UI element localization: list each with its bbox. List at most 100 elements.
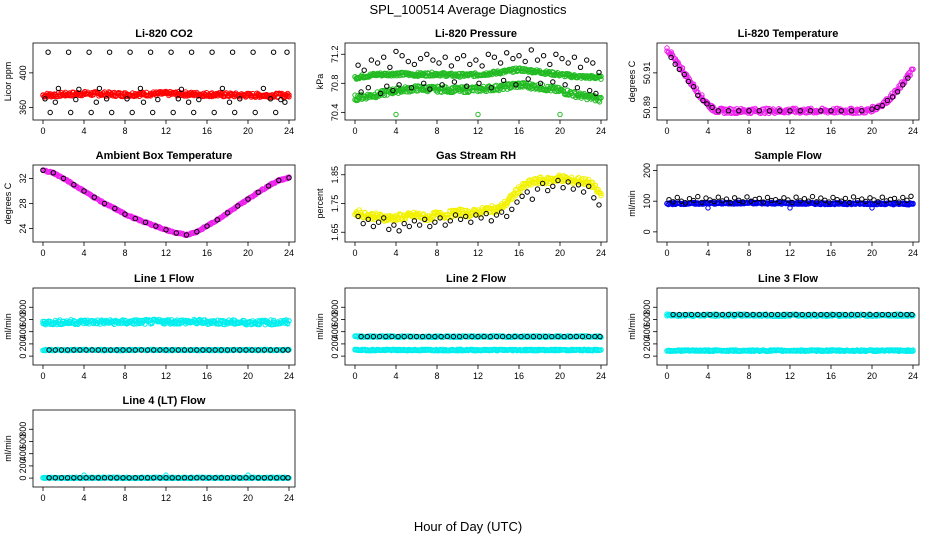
data-point (859, 108, 865, 114)
x-tick-label: 16 (826, 248, 836, 258)
data-point (265, 183, 272, 189)
data-point (183, 232, 190, 238)
x-tick-label: 20 (555, 126, 565, 136)
data-point (58, 347, 65, 353)
data-point (96, 85, 103, 92)
data-point (65, 49, 72, 55)
data-point (255, 189, 261, 195)
data-point (142, 219, 149, 226)
series-green-points (393, 111, 563, 118)
data-point (555, 333, 561, 340)
data-point (188, 49, 195, 55)
data-point (690, 81, 697, 87)
data-point (175, 347, 182, 353)
series-black-points (42, 49, 290, 116)
data-point (75, 184, 81, 191)
data-point (838, 198, 844, 204)
data-point (68, 109, 74, 116)
y-tick-label: 71.2 (330, 45, 340, 63)
data-point (55, 85, 62, 92)
data-point (516, 53, 522, 59)
series-cyan-band (352, 346, 604, 354)
panel-title: Line 3 Flow (758, 273, 818, 285)
data-point (598, 347, 604, 353)
x-tick-label: 16 (202, 371, 212, 381)
data-point (493, 212, 500, 218)
data-point (81, 188, 87, 194)
data-point (391, 222, 397, 228)
y-tick-label: 50.89 (642, 96, 652, 119)
data-point (374, 60, 381, 66)
data-point (700, 97, 706, 104)
data-point (463, 213, 469, 220)
data-point (846, 199, 853, 206)
data-point (699, 199, 705, 206)
data-point (591, 195, 597, 201)
data-point (525, 76, 531, 82)
series-black-points (355, 47, 602, 97)
data-point (787, 205, 793, 211)
figure-title: SPL_100514 Average Diagnostics (369, 2, 567, 17)
data-point (695, 193, 701, 200)
data-point (405, 58, 411, 65)
data-point (561, 333, 567, 340)
data-point (358, 89, 364, 95)
x-tick-label: 8 (434, 248, 439, 258)
data-point (900, 194, 906, 201)
series-black-points (46, 347, 291, 353)
data-point (705, 205, 711, 211)
data-point (381, 54, 387, 60)
data-point (715, 194, 721, 200)
data-point (479, 63, 485, 69)
data-point (444, 333, 450, 340)
data-point (411, 61, 418, 68)
data-point (206, 347, 212, 353)
data-point (715, 108, 721, 114)
y-tick-label: 800 (18, 300, 28, 315)
data-point (690, 197, 697, 204)
data-point (567, 333, 573, 340)
x-tick-label: 4 (705, 126, 710, 136)
x-tick-label: 4 (705, 371, 710, 381)
data-point (127, 49, 133, 55)
data-point (60, 175, 67, 182)
data-point (421, 80, 427, 87)
data-point (226, 99, 233, 105)
data-point (365, 216, 371, 223)
y-tick-label: 24 (18, 224, 28, 234)
data-point (368, 57, 375, 63)
y-tick-label: 200 (18, 336, 28, 351)
data-point (530, 333, 537, 340)
data-point (826, 199, 832, 205)
plot-frame (656, 164, 920, 243)
data-point (229, 49, 236, 55)
x-tick-label: 20 (555, 248, 565, 258)
data-point (808, 105, 814, 112)
data-point (393, 111, 399, 118)
x-tick-label: 8 (434, 371, 439, 381)
x-tick-label: 24 (284, 248, 294, 258)
data-point (756, 108, 762, 114)
data-point (381, 215, 387, 221)
x-tick-label: 16 (826, 371, 836, 381)
data-point (565, 60, 571, 66)
data-point (71, 347, 77, 353)
data-point (270, 49, 277, 55)
data-point (250, 49, 256, 55)
data-point (437, 215, 443, 221)
data-point (584, 57, 590, 63)
data-point (766, 108, 773, 114)
data-point (387, 64, 393, 71)
plot-frame (344, 42, 608, 121)
data-point (828, 108, 834, 114)
data-point (781, 195, 787, 201)
data-point (178, 86, 185, 93)
data-point (518, 333, 524, 340)
data-point (598, 192, 604, 199)
x-tick-label: 20 (867, 248, 877, 258)
data-point (274, 347, 280, 353)
data-point (731, 195, 738, 201)
